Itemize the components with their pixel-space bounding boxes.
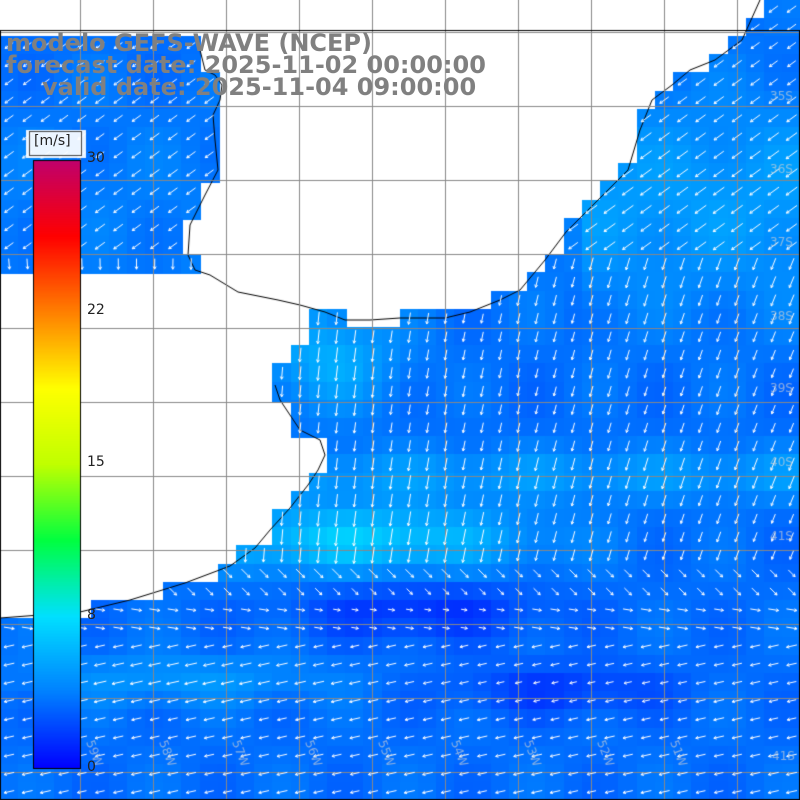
- model-title: modelo GEFS-WAVE (NCEP): [6, 29, 372, 57]
- colorbar-tick-15: 15: [87, 454, 105, 470]
- valid-date-title: valid date: 2025-11-04 09:00:00: [42, 73, 477, 101]
- colorbar-tick-22: 22: [87, 302, 105, 318]
- colorbar-unit-label: [m/s]: [34, 133, 71, 149]
- forecast-date-title: forecast date: 2025-11-02 00:00:00: [6, 51, 486, 79]
- colorbar-tick-0: 0: [87, 759, 96, 775]
- colorbar-tick-30: 30: [87, 150, 105, 166]
- colorbar-tick-8: 8: [87, 607, 96, 623]
